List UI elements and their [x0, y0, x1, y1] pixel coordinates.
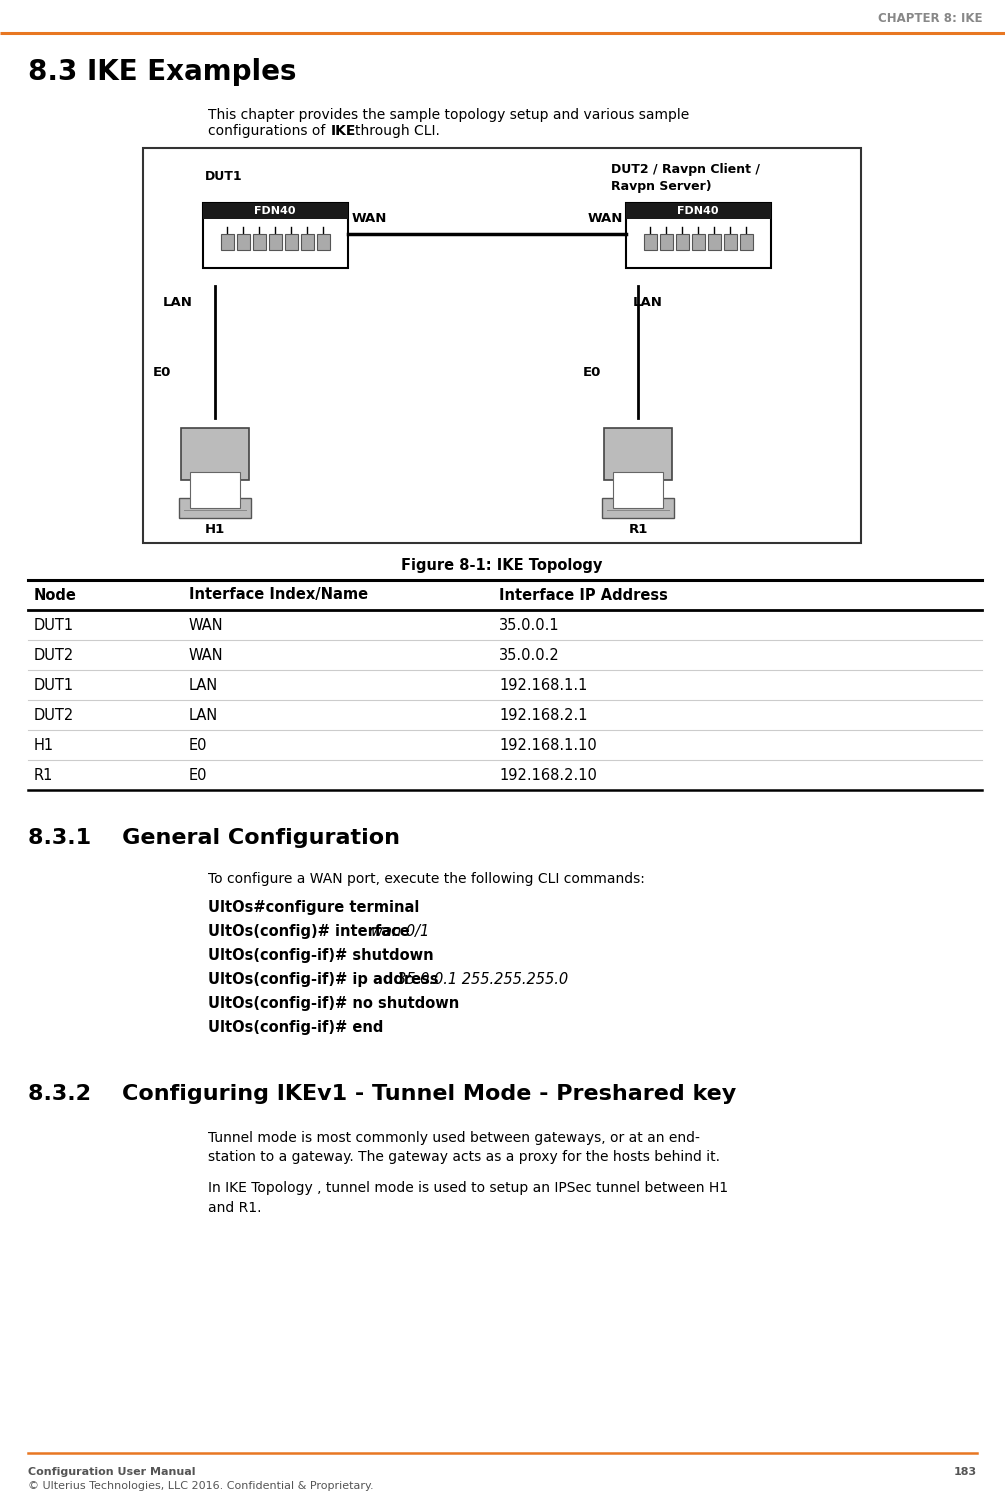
Text: R1: R1	[34, 767, 53, 782]
Text: IKE: IKE	[331, 124, 357, 138]
Text: Interface Index/Name: Interface Index/Name	[189, 588, 368, 602]
Bar	[181, 428, 249, 480]
Text: 35.0.0.1: 35.0.0.1	[499, 617, 560, 632]
Text: through CLI.: through CLI.	[355, 124, 440, 138]
Text: DUT2: DUT2	[34, 707, 74, 722]
Bar	[317, 235, 330, 250]
Text: FDN40: FDN40	[254, 206, 295, 215]
Text: FDN40: FDN40	[677, 206, 719, 215]
Bar	[602, 498, 674, 517]
Text: DUT1: DUT1	[34, 677, 74, 692]
Bar	[643, 235, 656, 250]
Text: CHAPTER 8: IKE: CHAPTER 8: IKE	[877, 12, 982, 24]
Bar	[268, 235, 281, 250]
Text: WAN: WAN	[588, 211, 623, 224]
Text: © Ulterius Technologies, LLC 2016. Confidential & Proprietary.: © Ulterius Technologies, LLC 2016. Confi…	[28, 1482, 374, 1491]
Text: LAN: LAN	[163, 296, 193, 309]
Bar	[300, 235, 314, 250]
Text: R1: R1	[628, 523, 647, 537]
Text: Interface IP Address: Interface IP Address	[499, 588, 668, 602]
Bar	[618, 490, 658, 495]
Text: WAN: WAN	[189, 647, 224, 662]
Bar	[252, 235, 265, 250]
Text: configurations of: configurations of	[208, 124, 330, 138]
Text: UltOs(config-if)# shutdown: UltOs(config-if)# shutdown	[208, 948, 433, 963]
Text: 8.3.1    General Configuration: 8.3.1 General Configuration	[28, 828, 400, 848]
Text: Configuration User Manual: Configuration User Manual	[28, 1467, 196, 1477]
Text: Figure 8-1: IKE Topology: Figure 8-1: IKE Topology	[401, 558, 603, 573]
Text: This chapter provides the sample topology setup and various sample: This chapter provides the sample topolog…	[208, 108, 689, 123]
Text: To configure a WAN port, execute the following CLI commands:: To configure a WAN port, execute the fol…	[208, 872, 645, 887]
Text: 192.168.1.10: 192.168.1.10	[499, 737, 597, 752]
Text: DUT1: DUT1	[34, 617, 74, 632]
Bar	[202, 203, 348, 218]
Text: 183: 183	[954, 1467, 977, 1477]
Bar	[190, 472, 240, 508]
Text: LAN: LAN	[633, 296, 663, 309]
Text: 8.3 IKE Examples: 8.3 IKE Examples	[28, 58, 296, 87]
Text: wan 0/1: wan 0/1	[371, 924, 429, 939]
Bar	[143, 148, 861, 543]
Text: LAN: LAN	[189, 707, 218, 722]
Text: 8.3.2    Configuring IKEv1 - Tunnel Mode - Preshared key: 8.3.2 Configuring IKEv1 - Tunnel Mode - …	[28, 1084, 737, 1103]
Text: 192.168.1.1: 192.168.1.1	[499, 677, 587, 692]
Bar	[625, 203, 771, 268]
Text: UltOs#configure terminal: UltOs#configure terminal	[208, 900, 419, 915]
Text: UltOs(config-if)# no shutdown: UltOs(config-if)# no shutdown	[208, 996, 459, 1011]
Bar	[179, 498, 251, 517]
Bar	[708, 235, 721, 250]
Text: E0: E0	[153, 366, 172, 380]
Text: UltOs(config-if)# ip address: UltOs(config-if)# ip address	[208, 972, 444, 987]
Bar	[691, 235, 705, 250]
Text: LAN: LAN	[189, 677, 218, 692]
Bar	[202, 203, 348, 268]
Text: In IKE Topology , tunnel mode is used to setup an IPSec tunnel between H1
and R1: In IKE Topology , tunnel mode is used to…	[208, 1181, 729, 1214]
Text: 192.168.2.10: 192.168.2.10	[499, 767, 597, 782]
Text: Tunnel mode is most commonly used between gateways, or at an end-
station to a g: Tunnel mode is most commonly used betwee…	[208, 1132, 720, 1165]
Text: 192.168.2.1: 192.168.2.1	[499, 707, 588, 722]
Bar	[625, 203, 771, 218]
Bar	[675, 235, 688, 250]
Bar	[613, 472, 663, 508]
Text: E0: E0	[583, 366, 601, 380]
Text: DUT2 / Ravpn Client /
Ravpn Server): DUT2 / Ravpn Client / Ravpn Server)	[611, 163, 760, 193]
Text: 35.0.0.1 255.255.255.0: 35.0.0.1 255.255.255.0	[397, 972, 568, 987]
Text: Node: Node	[34, 588, 76, 602]
Text: 35.0.0.2: 35.0.0.2	[499, 647, 560, 662]
Bar	[236, 235, 249, 250]
Text: H1: H1	[205, 523, 225, 537]
Text: UltOs(config-if)# end: UltOs(config-if)# end	[208, 1020, 383, 1035]
Text: WAN: WAN	[352, 211, 387, 224]
Text: WAN: WAN	[189, 617, 224, 632]
Bar	[724, 235, 737, 250]
Bar	[604, 428, 672, 480]
Bar	[740, 235, 753, 250]
Text: DUT2: DUT2	[34, 647, 74, 662]
Bar	[659, 235, 672, 250]
Text: E0: E0	[189, 737, 207, 752]
Text: E0: E0	[189, 767, 207, 782]
Bar	[220, 235, 233, 250]
Text: UltOs(config)# interface: UltOs(config)# interface	[208, 924, 415, 939]
Bar	[195, 490, 235, 495]
Text: DUT1: DUT1	[205, 170, 242, 182]
Text: H1: H1	[34, 737, 54, 752]
Bar	[284, 235, 297, 250]
